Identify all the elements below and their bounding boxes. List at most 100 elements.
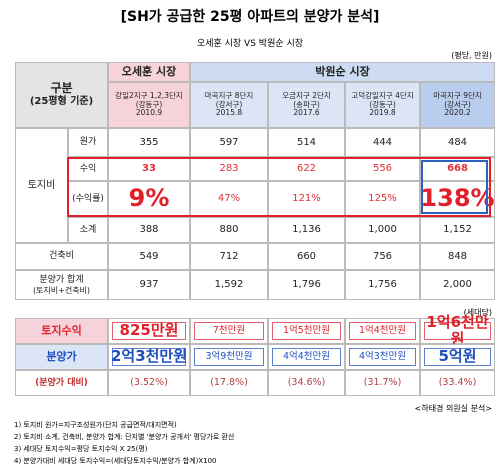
cell-text: 848 [447, 250, 468, 262]
row-label: 분양가 합계 (토지비+건축비) [15, 270, 108, 300]
value-cell: 5억원 [420, 344, 495, 370]
highlight-box [421, 160, 488, 214]
value-cell: 825만원 [108, 318, 190, 344]
cell-text: (17.8%) [210, 376, 248, 388]
cell-text: 1,152 [443, 224, 472, 236]
cell-text: 1억6천만원 [426, 312, 489, 348]
cell-text: 2010.9 [135, 108, 163, 118]
value-cell: 1,756 [345, 270, 420, 300]
cell-text: (강서구) [215, 99, 243, 109]
cell-text: 1억5천만원 [282, 324, 331, 336]
value-cell: 848 [420, 243, 495, 270]
highlight-box [67, 157, 491, 217]
cell-text: (34.6%) [287, 376, 326, 388]
value-cell: 756 [345, 243, 420, 270]
cell-text: 2020.2 [444, 108, 471, 118]
cell-text: 3억9천만원 [205, 350, 253, 362]
value-cell: 1,136 [268, 217, 345, 243]
cell-text: 7천만원 [212, 324, 246, 336]
complex-header: 마곡지구 9단지 (강서구) 2020.2 [420, 82, 495, 128]
value-cell: 1억5천만원 [268, 318, 345, 344]
subtitle: 오세훈 시장 VS 박원순 시장 [196, 39, 304, 49]
cell-text: 분양가 합계 [39, 275, 84, 286]
cell-text: 2,000 [443, 279, 472, 291]
source: <하태경 의원실 분석> [414, 404, 492, 413]
complex-header: 강일2지구 1,2,3단지 (강동구) 2010.9 [108, 82, 190, 128]
cell-text: 138% [420, 184, 495, 213]
row-label: 수익 [68, 157, 108, 181]
value-cell: 47% [190, 181, 268, 217]
cell-text: 712 [219, 250, 239, 262]
value-cell: (31.7%) [345, 370, 420, 396]
cell-text: 622 [296, 163, 317, 175]
unit: (세대당) [463, 308, 492, 317]
cell-text: 토지비 [27, 179, 56, 191]
footnote: 2) 토지비 소계, 건축비, 분양가 합계: 단지별 '분양가 공개서' 평당… [14, 433, 235, 441]
cell-text: (강동구) [135, 99, 163, 109]
cell-text: (토지비+건축비) [32, 285, 91, 295]
title: [SH가 공급한 25평 아파트의 분양가 분석] [120, 9, 380, 25]
cell-text: 토지수익 [41, 323, 82, 337]
group-header: 박원순 시장 [190, 62, 495, 82]
row-label: 토지수익 [15, 318, 108, 344]
complex-header: 오금지구 2단지 (송파구) 2017.6 [268, 82, 345, 128]
value-cell: 1억6천만원 [420, 313, 495, 348]
cell-text: 마곡지구 9단지 [433, 91, 482, 101]
cell-text: (강서구) [444, 99, 471, 109]
cell-text: 1,136 [292, 224, 321, 236]
cell-text: (33.4%) [438, 376, 477, 388]
value-cell: 4억4천만원 [268, 344, 345, 370]
cell-text: 355 [139, 136, 159, 148]
value-cell: 484 [420, 128, 495, 157]
value-cell: 1,592 [190, 270, 268, 300]
cell-text: 756 [372, 250, 393, 262]
cell-text: 1,000 [368, 224, 397, 236]
cell-text: 660 [296, 250, 317, 262]
corner: 구분 (25평형 기준) [15, 62, 108, 128]
footnote: 3) 세대당 토지수익=평당 토지수익 X 25(평) [14, 445, 148, 453]
cell-text: 5억원 [438, 347, 477, 366]
cell-text: 구분 [50, 81, 73, 96]
cell-text: 2015.8 [215, 108, 243, 118]
complex-header: 고덕강일지구 4단지 (강동구) 2019.8 [345, 82, 420, 128]
cell-text: (분양가 대비) [35, 377, 88, 388]
cell-text: 388 [139, 224, 159, 236]
cell-text: (31.7%) [363, 376, 402, 388]
footnote: 1) 토지비 원가=지구조성원가(단지 공급면적/대지면적) [14, 421, 177, 429]
cell-text: 2019.8 [369, 108, 396, 118]
cell-text: 원가 [79, 137, 97, 148]
value-cell: 3억9천만원 [190, 344, 268, 370]
cell-text: 880 [219, 224, 239, 236]
value-cell: (33.4%) [420, 370, 495, 396]
group-header: 오세훈 시장 [108, 62, 190, 82]
cell-text: 1,592 [214, 279, 244, 291]
cell-text: 오세훈 시장 [121, 64, 177, 78]
value-cell: (34.6%) [268, 370, 345, 396]
cell-text: 283 [219, 163, 239, 175]
cell-text: 33 [142, 163, 156, 175]
value-cell: 4억3천만원 [345, 344, 420, 370]
cell-text: 건축비 [49, 251, 74, 262]
cell-text: 분양가 [46, 349, 77, 363]
value-cell: 444 [345, 128, 420, 157]
value-cell: 1,000 [345, 217, 420, 243]
value-cell: 880 [190, 217, 268, 243]
value-cell: 388 [108, 217, 190, 243]
cell-text: 오금지구 2단지 [282, 91, 331, 101]
cell-text: (송파구) [293, 99, 320, 109]
cell-text: 825만원 [119, 321, 179, 340]
value-cell: (17.8%) [190, 370, 268, 396]
value-cell: 514 [268, 128, 345, 157]
cell-text: 121% [292, 193, 321, 205]
cell-text: (강동구) [369, 99, 396, 109]
value-cell: 937 [108, 270, 190, 300]
cell-text: (수익률) [72, 193, 104, 204]
cell-text: 2억3천만원 [110, 347, 188, 366]
cell-text: 4억3천만원 [358, 350, 407, 362]
cell-text: 강일2지구 1,2,3단지 [115, 91, 183, 101]
cell-text: 937 [139, 279, 159, 291]
cell-text: (25평형 기준) [29, 96, 94, 108]
row-group: 토지비 [15, 128, 68, 243]
row-label: 원가 [68, 128, 108, 157]
row-label: 소계 [68, 217, 108, 243]
